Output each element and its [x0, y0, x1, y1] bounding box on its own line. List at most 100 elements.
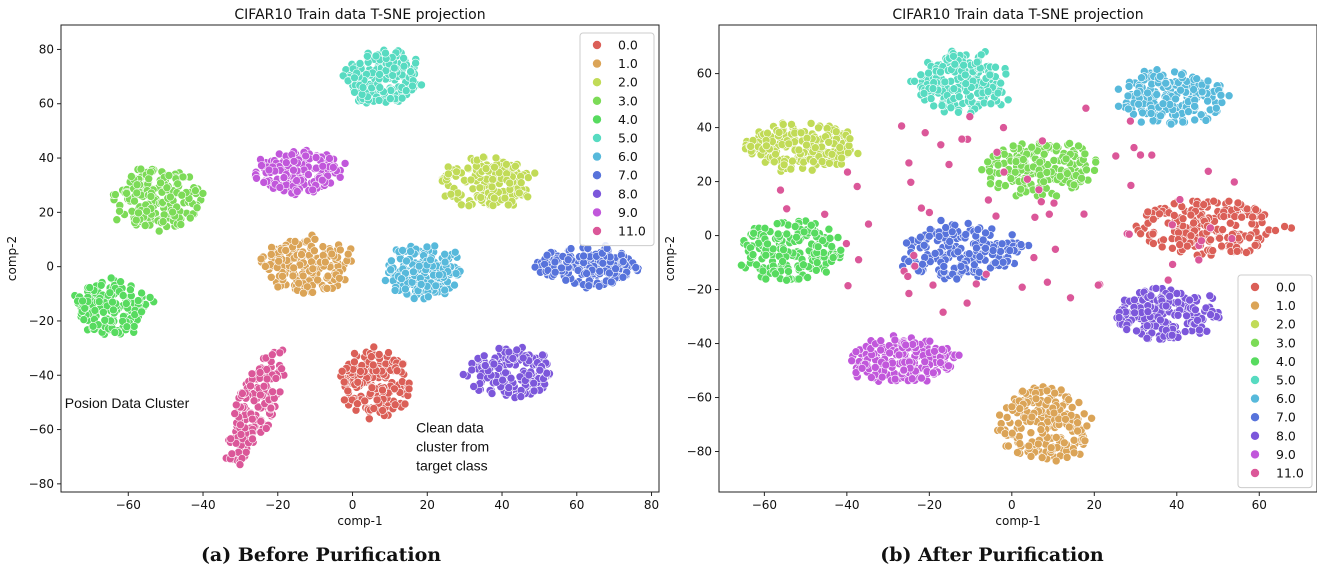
data-point [810, 228, 820, 238]
data-point [836, 246, 846, 255]
data-point [937, 101, 947, 110]
data-point [786, 164, 796, 174]
data-point [881, 360, 891, 370]
data-point [487, 389, 497, 398]
data-point [230, 409, 239, 418]
data-point [1130, 295, 1139, 305]
data-point [1194, 255, 1204, 265]
data-point [928, 280, 938, 290]
data-point [94, 297, 104, 306]
data-point [936, 140, 946, 150]
data-point [1224, 91, 1234, 100]
data-point [356, 367, 365, 376]
data-point [1191, 305, 1200, 315]
data-point [397, 274, 406, 284]
data-point [489, 359, 499, 369]
data-point [256, 254, 266, 264]
series-4.0 [737, 216, 846, 285]
data-point [249, 396, 259, 406]
data-point [981, 269, 991, 279]
data-point [928, 84, 938, 93]
data-point [112, 215, 122, 224]
data-point [605, 268, 614, 278]
data-point [158, 217, 168, 226]
data-point [1006, 174, 1016, 183]
data-point [1204, 167, 1213, 176]
data-point [409, 294, 419, 303]
data-point [1016, 240, 1026, 249]
data-point [1023, 174, 1032, 184]
data-point [963, 219, 973, 228]
data-point [390, 400, 400, 410]
data-point [406, 247, 415, 256]
data-point [1136, 150, 1145, 160]
data-point [350, 357, 359, 367]
data-point [1137, 73, 1146, 82]
data-point [275, 183, 285, 192]
data-point [1245, 233, 1254, 243]
data-point [132, 188, 142, 198]
data-point [897, 121, 906, 131]
data-point [378, 385, 387, 395]
data-point [1209, 196, 1218, 206]
legend-marker [1250, 337, 1260, 348]
data-point [962, 298, 972, 308]
data-point [563, 255, 573, 265]
data-point [307, 257, 316, 267]
data-point [463, 163, 473, 173]
data-point [1134, 99, 1143, 109]
data-point [530, 168, 540, 178]
data-point [1060, 438, 1069, 448]
data-point [236, 430, 246, 439]
data-point [523, 192, 533, 202]
data-point [350, 349, 359, 358]
data-point [984, 195, 993, 205]
data-point [457, 200, 466, 210]
data-point [227, 449, 237, 459]
data-point [843, 148, 853, 158]
data-point [925, 208, 934, 217]
legend-box [579, 32, 655, 247]
data-point [1052, 433, 1061, 442]
data-point [110, 328, 120, 337]
data-point [440, 285, 450, 295]
x-tick-label: 20 [420, 498, 435, 512]
data-point [831, 127, 841, 136]
data-point [1049, 156, 1059, 165]
data-point [1007, 230, 1017, 240]
data-point [1175, 195, 1185, 204]
data-point [788, 156, 797, 166]
data-point [1197, 236, 1206, 246]
data-point [1114, 313, 1124, 322]
data-point [480, 361, 490, 370]
chart-title: CIFAR10 Train data T-SNE projection [892, 7, 1143, 23]
data-point [430, 241, 440, 251]
data-point [1230, 177, 1239, 187]
data-point [954, 108, 963, 117]
data-point [1061, 154, 1071, 164]
data-point [952, 274, 962, 284]
data-point [1024, 441, 1034, 451]
data-point [1077, 174, 1086, 183]
x-tick-label: 80 [644, 498, 659, 512]
data-point [792, 232, 801, 242]
data-point [806, 221, 816, 230]
data-point [910, 77, 919, 86]
data-point [1212, 103, 1221, 113]
data-point [530, 262, 540, 272]
data-point [279, 173, 289, 182]
data-point [339, 377, 349, 387]
data-point [1018, 155, 1028, 164]
data-point [99, 307, 108, 317]
data-point [1193, 315, 1202, 325]
data-point [302, 282, 312, 292]
data-point [1091, 157, 1100, 167]
data-point [1037, 453, 1047, 462]
data-point [799, 260, 808, 270]
data-point [508, 354, 518, 363]
legend-marker [592, 40, 602, 50]
data-point [737, 260, 746, 270]
data-point [582, 269, 591, 278]
data-point [78, 296, 87, 306]
legend-label: 1.0 [1276, 298, 1296, 313]
